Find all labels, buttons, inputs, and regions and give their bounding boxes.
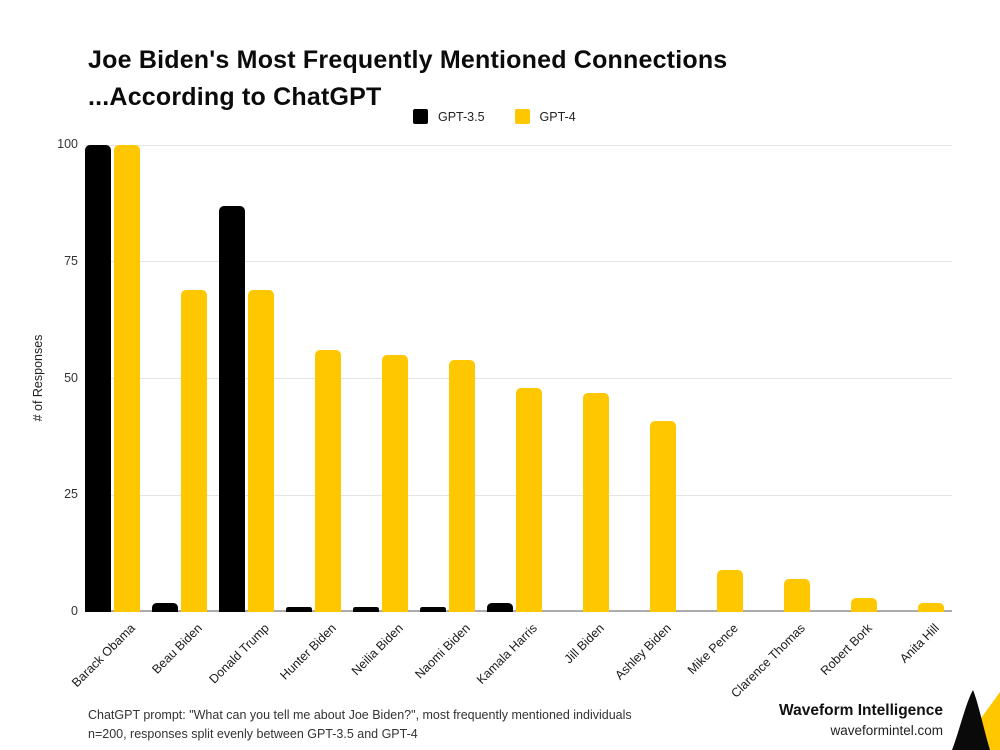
bar-group-naomi-biden bbox=[420, 145, 475, 612]
chart-title-line2: ...According to ChatGPT bbox=[88, 83, 382, 111]
x-axis-label-mike-pence: Mike Pence bbox=[684, 621, 741, 678]
brand-url: waveformintel.com bbox=[830, 723, 943, 738]
bar-gpt-4-anita-hill bbox=[918, 602, 944, 612]
x-axis-label-robert-bork: Robert Bork bbox=[817, 621, 875, 679]
bar-gpt-4-neilia-biden bbox=[382, 355, 408, 612]
y-tick-label-50: 50 bbox=[64, 370, 78, 385]
bar-gpt-4-barack-obama bbox=[114, 145, 140, 612]
footnote-line1: ChatGPT prompt: "What can you tell me ab… bbox=[88, 708, 632, 722]
bar-gpt-4-donald-trump bbox=[248, 289, 274, 612]
bar-group-neilia-biden bbox=[353, 145, 408, 612]
y-tick-label-100: 100 bbox=[57, 137, 78, 151]
brand-block: Waveform Intelligence waveformintel.com bbox=[779, 702, 943, 738]
y-tick-label-25: 25 bbox=[64, 487, 78, 502]
bar-gpt-4-clarence-thomas bbox=[784, 579, 810, 612]
bar-gpt-3-5-naomi-biden bbox=[420, 607, 446, 612]
bar-gpt-3-5-neilia-biden bbox=[353, 607, 379, 612]
waveform-logo-icon bbox=[952, 690, 1000, 750]
bar-group-beau-biden bbox=[152, 145, 207, 612]
logo-black-peak bbox=[952, 690, 990, 750]
bar-group-ashley-biden bbox=[621, 145, 676, 612]
bar-group-donald-trump bbox=[219, 145, 274, 612]
legend: GPT-3.5 GPT-4 bbox=[413, 109, 576, 124]
x-axis-label-naomi-biden: Naomi Biden bbox=[411, 621, 473, 682]
bar-gpt-3-5-donald-trump bbox=[219, 205, 245, 612]
y-tick-label-75: 75 bbox=[64, 253, 78, 268]
legend-swatch-gpt-3-5 bbox=[413, 109, 428, 124]
bar-group-mike-pence bbox=[688, 145, 743, 612]
x-axis-label-kamala-harris: Kamala Harris bbox=[473, 621, 540, 687]
x-axis-label-neilia-biden: Neilia Biden bbox=[348, 621, 406, 679]
bar-group-hunter-biden bbox=[286, 145, 341, 612]
bar-group-robert-bork bbox=[822, 145, 877, 612]
bar-gpt-3-5-hunter-biden bbox=[286, 607, 312, 612]
bar-gpt-4-naomi-biden bbox=[449, 359, 475, 612]
bar-group-anita-hill bbox=[889, 145, 944, 612]
bar-gpt-4-ashley-biden bbox=[650, 420, 676, 612]
bar-gpt-3-5-kamala-harris bbox=[487, 602, 513, 612]
x-axis-label-donald-trump: Donald Trump bbox=[205, 621, 272, 687]
gridline-75 bbox=[85, 261, 952, 263]
bar-gpt-4-jill-biden bbox=[583, 392, 609, 612]
bar-group-kamala-harris bbox=[487, 145, 542, 612]
bar-gpt-4-beau-biden bbox=[181, 289, 207, 612]
bar-gpt-4-kamala-harris bbox=[516, 387, 542, 612]
gridline-100 bbox=[85, 144, 952, 146]
x-axis-label-beau-biden: Beau Biden bbox=[148, 621, 205, 677]
bar-gpt-4-robert-bork bbox=[851, 598, 877, 612]
x-axis-label-jill-biden: Jill Biden bbox=[561, 621, 607, 667]
legend-label: GPT-3.5 bbox=[438, 109, 485, 124]
legend-label: GPT-4 bbox=[539, 109, 576, 124]
x-axis-label-clarence-thomas: Clarence Thomas bbox=[727, 621, 808, 701]
bar-group-jill-biden bbox=[554, 145, 609, 612]
y-tick-label-0: 0 bbox=[71, 604, 78, 618]
bar-gpt-3-5-beau-biden bbox=[152, 602, 178, 612]
bar-group-clarence-thomas bbox=[755, 145, 810, 612]
brand-name: Waveform Intelligence bbox=[779, 702, 943, 719]
bar-gpt-3-5-barack-obama bbox=[85, 145, 111, 612]
x-axis-label-anita-hill: Anita Hill bbox=[896, 621, 942, 666]
x-axis-label-barack-obama: Barack Obama bbox=[68, 621, 138, 690]
bar-group-barack-obama bbox=[85, 145, 140, 612]
chart-title-line1: Joe Biden's Most Frequently Mentioned Co… bbox=[88, 46, 728, 74]
chart-title: Joe Biden's Most Frequently Mentioned Co… bbox=[88, 42, 727, 116]
plot-area bbox=[85, 144, 952, 612]
legend-item-gpt-3-5: GPT-3.5 bbox=[413, 109, 485, 124]
footnote: ChatGPT prompt: "What can you tell me ab… bbox=[88, 706, 632, 744]
footnote-line2: n=200, responses split evenly between GP… bbox=[88, 727, 418, 741]
x-axis-label-hunter-biden: Hunter Biden bbox=[276, 621, 339, 683]
bar-gpt-4-hunter-biden bbox=[315, 350, 341, 612]
legend-swatch-gpt-4 bbox=[514, 109, 530, 124]
x-axis-label-ashley-biden: Ashley Biden bbox=[611, 621, 674, 683]
gridline-50 bbox=[85, 378, 952, 379]
legend-item-gpt-4: GPT-4 bbox=[514, 109, 576, 124]
bar-gpt-4-mike-pence bbox=[717, 569, 743, 612]
